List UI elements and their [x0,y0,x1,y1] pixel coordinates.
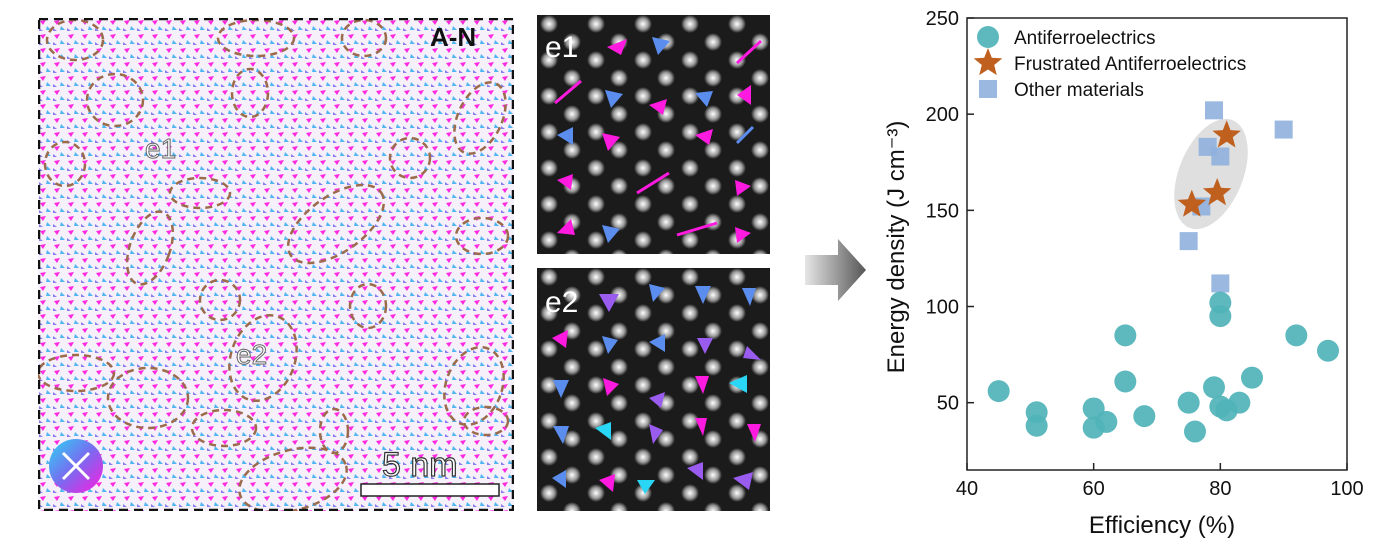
zoom-e2-label: e2 [545,286,578,319]
square-data-point [1211,274,1230,293]
legend-circle-marker [977,26,999,48]
circle-data-point [1095,410,1118,433]
square-data-point [1274,120,1293,139]
star-data-point [1212,120,1241,148]
polarization-vector-field [38,18,514,511]
region-e1-label: e1 [145,133,176,164]
scalebar [360,483,500,497]
circle-data-point [987,380,1010,403]
circle-data-point [1114,324,1137,347]
polarization-arrows-e2 [552,284,761,494]
zoom-panel-e2: e2 [537,268,770,511]
zoom-panel-e1: e1 [537,15,770,254]
legend: Antiferroelectrics Frustrated Antiferroel… [973,26,1246,101]
star-data-point [1202,178,1232,206]
legend-label: Other materials [1014,80,1144,101]
atomic-image-e2 [537,268,770,511]
scatter-chart: 40 60 80 100 50 100 150 200 250 Antiferroelectri… [870,0,1399,548]
circle-data-point [1203,376,1225,399]
x-tick-label: 100 [1330,478,1363,500]
zoom-e1-label: e1 [545,31,578,64]
legend-star-marker [973,48,1003,76]
x-tick-label: 60 [1083,478,1105,500]
polarization-map: e1 e2 A-N 5 nm [36,17,515,514]
circle-data-point [1241,366,1263,389]
circle-data-point [1114,370,1137,393]
zoom-e1-figure: e1 [537,15,770,254]
circle-data-point [1209,305,1232,328]
region-e2-label: e2 [236,339,267,370]
x-axis-label: Efficiency (%) [1089,512,1235,539]
plot-area-border [966,17,1348,471]
circle-data-point [1228,391,1251,414]
circle-data-point [1184,420,1206,443]
highlight-ellipse [1174,118,1248,230]
right-arrow-icon [805,239,866,301]
y-tick-label: 150 [926,200,959,222]
y-tick-label: 250 [926,8,959,30]
circle-data-point [1177,391,1200,414]
legend-label: Antiferroelectrics [1014,28,1156,49]
circle-data-point [1285,324,1308,347]
y-tick-label: 200 [926,104,959,126]
y-axis-label: Energy density (J cm⁻³) [883,121,910,374]
x-tick-label: 40 [956,478,978,500]
circle-data-point [1025,414,1048,437]
legend-label: Frustrated Antiferroelectrics [1014,54,1246,75]
square-data-point [1211,147,1230,166]
star-data-point [1177,189,1207,217]
atomic-image-e1 [537,15,770,254]
scatter-chart-svg: 40 60 80 100 50 100 150 200 250 Antiferroelectri… [883,8,1364,539]
plot-frame [966,17,1348,471]
zoom-e2-figure: e2 [537,268,770,511]
y-tick-label: 50 [937,393,959,415]
axis-ticks: 40 60 80 100 50 100 150 200 250 [926,8,1364,500]
square-data-point [1179,232,1198,251]
scalebar-label: 5 nm [382,446,458,484]
map-corner-label: A-N [430,22,476,52]
transition-arrow [800,235,870,305]
circle-data-point [1133,405,1156,428]
y-tick-label: 100 [926,297,959,319]
map-border [37,17,515,512]
polarization-arrows-e1 [554,37,763,243]
polarization-map-figure: e1 e2 A-N 5 nm [36,17,515,514]
color-wheel-arrows [61,451,91,481]
circle-data-point [1317,339,1339,362]
x-tick-label: 80 [1209,478,1231,500]
legend-square-marker [979,80,997,98]
square-data-point [1205,101,1223,120]
data-points [987,101,1339,443]
